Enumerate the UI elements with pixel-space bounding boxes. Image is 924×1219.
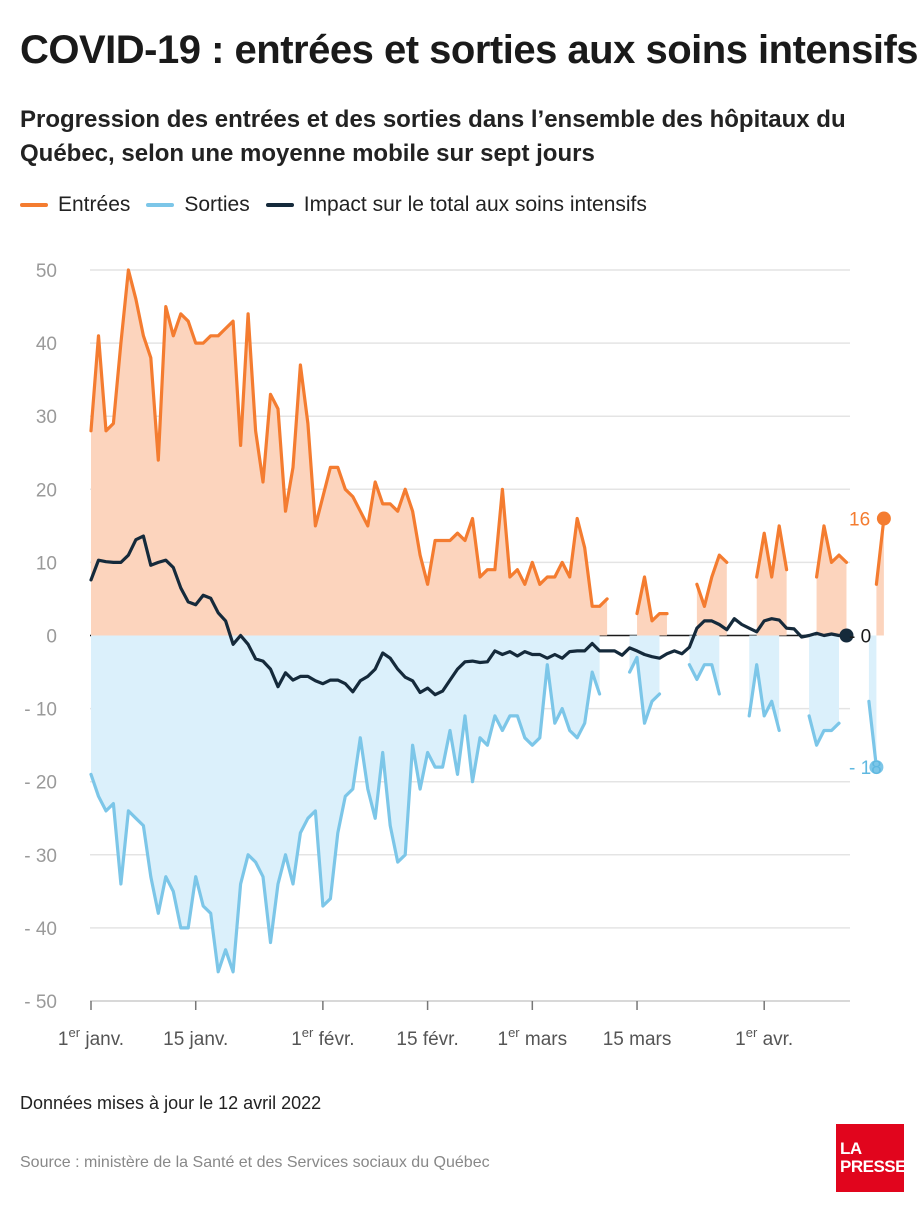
legend-swatch-impact (265, 203, 294, 207)
source-note: Source : ministère de la Santé et des Se… (20, 1154, 490, 1171)
x-tick-label: 1er avr. (735, 1025, 793, 1050)
x-tick-label: 15 févr. (396, 1029, 458, 1050)
impact-end-label: - 0 (849, 627, 871, 648)
legend-item-entrees: Entrées (20, 193, 130, 217)
legend-label-entrees: Entrées (58, 193, 131, 216)
entrees-area (816, 525, 847, 636)
logo-line-2: PRESSE (840, 1157, 906, 1176)
area-fills (91, 270, 884, 972)
legend-swatch-sorties (146, 203, 175, 207)
entrees-end-point (876, 511, 891, 526)
entrees-line (89, 268, 886, 623)
entrees-area (91, 270, 608, 636)
la-presse-logo: LA PRESSE (836, 1124, 906, 1192)
sorties-area (749, 635, 780, 731)
entrees-area (696, 555, 727, 636)
legend-item-impact: Impact sur le total aux soins intensifs (265, 193, 647, 217)
impact-line (89, 534, 849, 697)
x-tick-label: 1er févr. (291, 1025, 354, 1050)
y-tick-label: - 30 (24, 846, 57, 867)
chart-title: COVID-19 : entrées et sorties aux soins … (20, 28, 919, 72)
sorties-area (868, 635, 877, 768)
x-tick-label: 1er mars (497, 1025, 567, 1050)
y-axis-labels: 50 40 30 20 10 0 - 10 - 20 - 30 - 40 - 50 (24, 261, 57, 1013)
y-tick-label: 40 (36, 334, 57, 355)
chart-area: 50 40 30 20 10 0 - 10 - 20 - 30 - 40 - 50 1er janv… (24, 261, 891, 1050)
y-tick-label: 50 (36, 261, 57, 282)
y-tick-label: - 10 (24, 700, 57, 721)
x-tick-label: 15 janv. (163, 1029, 228, 1050)
sorties-area (809, 635, 839, 746)
entrees-area (756, 525, 787, 636)
entrees-end-label: 16 (849, 510, 870, 531)
y-tick-label: 10 (36, 553, 57, 574)
legend-item-sorties: Sorties (146, 193, 250, 217)
sorties-line (89, 655, 878, 974)
y-tick-label: - 40 (24, 919, 57, 940)
x-axis: 1er janv. 15 janv. 1er févr. 15 févr. 1er ma… (58, 1000, 850, 1050)
chart-subtitle: Progression des entrées et des sorties d… (20, 106, 846, 167)
logo-line-1: LA (840, 1139, 862, 1158)
y-tick-label: 30 (36, 407, 57, 428)
legend-label-impact: Impact sur le total aux soins intensifs (303, 193, 647, 216)
y-tick-label: - 50 (24, 992, 57, 1013)
impact-end-point (839, 628, 854, 643)
sorties-end-label: - 18 (849, 758, 882, 779)
sorties-end-point (869, 760, 884, 775)
y-tick-label: - 20 (24, 773, 57, 794)
x-tick-label: 1er janv. (58, 1025, 124, 1050)
entrees-area (637, 577, 667, 636)
x-tick-label: 15 mars (603, 1029, 672, 1050)
legend-swatch-entrees (20, 203, 48, 207)
updated-note: Données mises à jour le 12 avril 2022 (20, 1093, 322, 1113)
sorties-area (91, 635, 600, 972)
legend: Entrées Sorties Impact sur le total aux … (20, 193, 663, 217)
series-lines (89, 268, 886, 974)
y-tick-label: 20 (36, 480, 57, 501)
y-tick-label: 0 (46, 627, 57, 648)
legend-label-sorties: Sorties (184, 193, 250, 216)
end-markers: 16 - 18 - 0 (839, 510, 891, 779)
